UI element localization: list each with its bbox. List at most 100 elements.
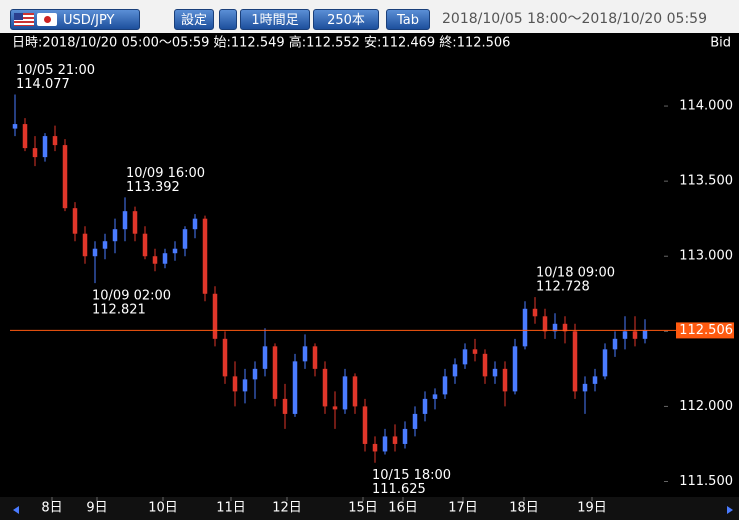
candle-body	[312, 346, 318, 369]
candle-body	[372, 443, 378, 452]
annotation-price: 111.625	[372, 482, 426, 497]
candle-body	[542, 316, 548, 332]
annotation-price: 112.821	[92, 303, 146, 318]
candle-body	[212, 293, 218, 339]
tab-button[interactable]: Tab	[386, 9, 430, 30]
candle-body	[522, 308, 528, 347]
candle-body	[82, 233, 88, 257]
candle-body	[582, 383, 588, 392]
x-tick-label: 8日	[41, 501, 62, 516]
candle-body	[282, 398, 288, 414]
candle-body	[502, 368, 508, 392]
annotation-price: 112.728	[536, 280, 590, 295]
x-tick-label: 11日	[216, 501, 246, 516]
current-price-box	[676, 322, 734, 339]
x-tick-label: 19日	[577, 501, 607, 516]
candle-body	[292, 361, 298, 414]
info-line: 日時:2018/10/20 05:00～05:59 始:112.549 高:11…	[12, 35, 510, 51]
candle-body	[72, 208, 78, 234]
annotation-time: 10/09 02:00	[92, 289, 171, 304]
x-tick-label: 16日	[388, 501, 418, 516]
candle-body	[332, 406, 338, 410]
candle-body	[102, 241, 108, 249]
candle-body	[452, 364, 458, 377]
toolbar: USD/JPY 設定 1時間足 250本 Tab 2018/10/05 18:0…	[0, 0, 739, 33]
candle-body	[422, 398, 428, 414]
candle-body	[142, 233, 148, 257]
candle-body	[322, 368, 328, 407]
candle-body	[152, 256, 158, 264]
timeframe-button[interactable]: 1時間足	[240, 9, 310, 30]
candle-body	[112, 229, 118, 242]
candle-body	[342, 376, 348, 410]
x-tick-label: 17日	[448, 501, 478, 516]
candle-body	[122, 211, 128, 230]
annotation-price: 114.077	[16, 77, 70, 92]
y-tick-label: 111.500	[679, 474, 733, 489]
candle-body	[362, 406, 368, 444]
candle-body	[22, 124, 28, 149]
x-tick-label: 15日	[348, 501, 378, 516]
candle-body	[262, 346, 268, 369]
price-side: Bid	[710, 36, 731, 51]
candle-body	[552, 323, 558, 332]
candle-body	[172, 248, 178, 254]
y-tick-label: 114.000	[679, 99, 733, 114]
candle-body	[192, 218, 198, 230]
annotation-time: 10/05 21:00	[16, 63, 95, 78]
candle-body	[412, 413, 418, 429]
y-tick-label: 113.000	[679, 249, 733, 264]
candle-body	[432, 394, 438, 399]
candle-body	[182, 229, 188, 249]
candle-body	[222, 338, 228, 377]
candle-body	[492, 368, 498, 377]
candle-body	[252, 368, 258, 380]
candle-body	[62, 145, 68, 209]
candle-body	[42, 136, 48, 158]
x-tick-label: 9日	[86, 501, 107, 516]
candle-body	[512, 346, 518, 392]
date-range: 2018/10/05 18:00～2018/10/20 05:59	[442, 11, 707, 27]
candle-body	[242, 379, 248, 392]
candle-body	[132, 211, 138, 234]
icon-button[interactable]	[219, 9, 237, 30]
candle-body	[352, 376, 358, 407]
candle-body	[602, 349, 608, 377]
annotation-time: 10/18 09:00	[536, 266, 615, 281]
candle-body	[632, 331, 638, 339]
candle-body	[202, 218, 208, 294]
candle-body	[642, 330, 648, 339]
candle-body	[162, 253, 168, 264]
scroll-bar[interactable]	[0, 497, 739, 520]
flag-us	[14, 13, 34, 26]
candle-body	[52, 136, 58, 146]
scroll-right[interactable]	[727, 506, 733, 514]
candle-body	[382, 436, 388, 452]
candle-body	[562, 323, 568, 332]
candle-body	[462, 349, 468, 365]
candle-body	[12, 124, 18, 129]
flag-jp	[37, 13, 57, 26]
candle-body	[32, 148, 38, 158]
candle-body	[232, 376, 238, 392]
candle-body	[472, 349, 478, 354]
scroll-left[interactable]	[13, 506, 19, 514]
count-button[interactable]: 250本	[313, 9, 379, 30]
candle-body	[272, 346, 278, 399]
candle-body	[532, 308, 538, 317]
candle-body	[392, 436, 398, 444]
candle-body	[482, 353, 488, 377]
candle-body	[572, 331, 578, 392]
y-tick-label: 112.000	[679, 399, 733, 414]
candle-body	[92, 248, 98, 257]
y-tick-label: 113.500	[679, 174, 733, 189]
settings-button[interactable]: 設定	[174, 9, 214, 30]
annotation-time: 10/09 16:00	[126, 166, 205, 181]
annotation-time: 10/15 18:00	[372, 468, 451, 483]
chart: 日時:2018/10/20 05:00～05:59 始:112.549 高:11…	[0, 35, 739, 520]
annotation-price: 113.392	[126, 180, 180, 195]
x-tick-label: 18日	[509, 501, 539, 516]
candle-body	[402, 428, 408, 444]
candle-body	[592, 376, 598, 384]
